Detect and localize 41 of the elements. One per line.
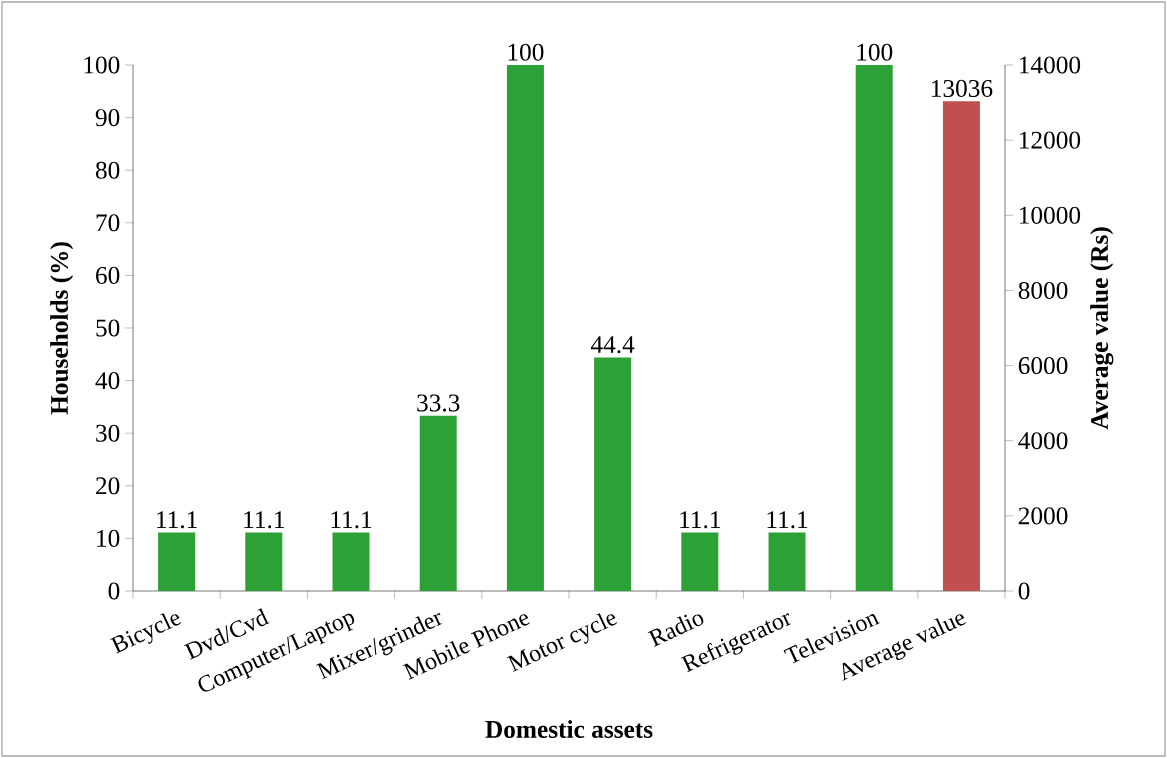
data-label: 11.1 [244, 511, 284, 529]
data-label: 44.4 [590, 336, 635, 354]
bar [245, 532, 283, 591]
y-tick-label: 70 [96, 214, 120, 232]
x-axis-title: Domestic assets [485, 720, 653, 738]
data-label: 11.1 [157, 511, 197, 529]
bar [158, 532, 196, 591]
y-tick-label: 10 [97, 529, 120, 547]
y-tick-label: 20 [96, 477, 120, 495]
y2-tick-label: 12000 [1019, 131, 1081, 149]
y-tick-label: 90 [95, 109, 120, 127]
y-tick-label: 80 [95, 161, 120, 179]
y2-tick-label: 2000 [1018, 507, 1068, 525]
data-label: 11.1 [767, 511, 808, 529]
bar [594, 357, 632, 591]
data-label: 11.1 [331, 511, 372, 529]
data-label: 33.3 [417, 394, 460, 412]
bar [506, 65, 544, 591]
y-tick-label: 0 [108, 582, 120, 600]
y-tick-label: 30 [96, 424, 120, 442]
bar [768, 532, 806, 591]
y2-tick-label: 10000 [1019, 206, 1081, 224]
bar [332, 532, 370, 591]
data-label: 100 [857, 43, 893, 61]
bar [681, 532, 719, 591]
bar [855, 65, 893, 591]
y-tick-label: 50 [96, 319, 120, 337]
y-tick-label: 40 [95, 372, 120, 390]
data-label: 100 [508, 43, 544, 61]
y2-axis-title: Average value (Rs) [1090, 227, 1114, 430]
y-tick-label: 60 [96, 266, 120, 284]
data-label: 11.1 [680, 511, 720, 529]
data-label: 13036 [931, 79, 993, 97]
y2-tick-label: 14000 [1019, 56, 1081, 74]
y-tick-label: 100 [84, 56, 120, 74]
y-axis-title: Households (%) [50, 242, 74, 415]
y2-tick-label: 0 [1018, 582, 1030, 600]
y2-tick-label: 8000 [1018, 281, 1068, 299]
y2-tick-label: 4000 [1018, 432, 1068, 450]
y2-tick-label: 6000 [1018, 357, 1068, 375]
bar [419, 415, 457, 591]
